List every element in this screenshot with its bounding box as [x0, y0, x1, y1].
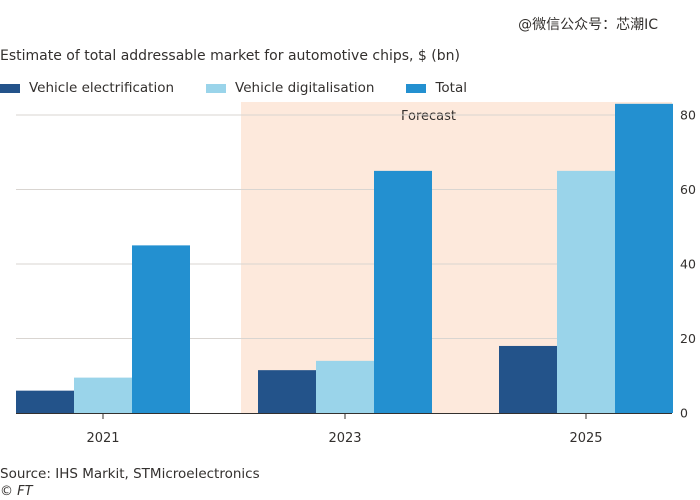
watermark: @微信公众号：芯潮IC: [518, 17, 658, 33]
legend-swatch-electrification: [0, 83, 20, 93]
bar: [16, 390, 74, 413]
y-tick-label: 20: [680, 331, 696, 346]
legend-label-electrification: Vehicle electrification: [29, 80, 175, 96]
y-tick-label: 80: [680, 108, 696, 123]
bar: [258, 370, 316, 413]
bar: [74, 377, 132, 413]
y-tick-label: 60: [680, 182, 696, 197]
bar: [316, 360, 374, 413]
y-tick-label: 40: [680, 257, 696, 272]
legend-item-digitalisation: Vehicle digitalisation: [206, 80, 374, 96]
legend: Vehicle electrification Vehicle digitali…: [0, 80, 499, 96]
legend-item-electrification: Vehicle electrification: [0, 80, 174, 96]
x-tick-label: 2025: [569, 431, 602, 446]
legend-label-digitalisation: Vehicle digitalisation: [235, 80, 375, 96]
legend-label-total: Total: [435, 80, 467, 96]
legend-swatch-total: [406, 83, 427, 93]
bar: [615, 103, 673, 413]
x-tick-label: 2023: [328, 431, 361, 446]
source-note: Source: IHS Markit, STMicroelectronics: [0, 466, 260, 482]
legend-swatch-digitalisation: [206, 83, 227, 93]
x-tick-label: 2021: [86, 431, 119, 446]
bar: [557, 170, 615, 413]
chart-title: Estimate of total addressable market for…: [0, 48, 460, 64]
bar: [374, 170, 432, 413]
legend-item-total: Total: [406, 80, 467, 96]
y-tick-label: 0: [680, 406, 688, 421]
bar: [499, 345, 557, 413]
forecast-label: Forecast: [401, 109, 456, 124]
ft-credit: © FT: [0, 484, 33, 499]
bar: [132, 245, 190, 413]
